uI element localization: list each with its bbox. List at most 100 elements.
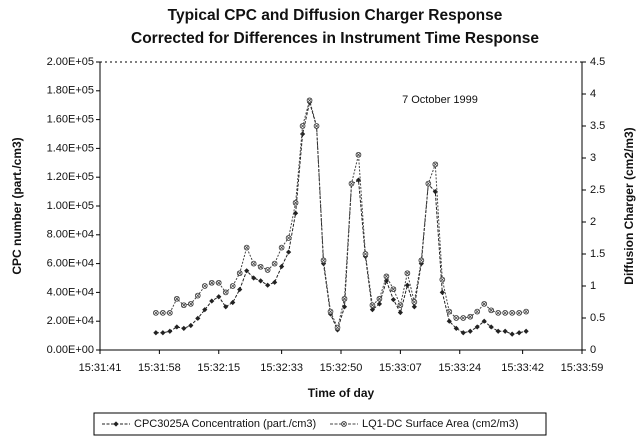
point-cross (181, 302, 187, 308)
point-cross (335, 325, 340, 330)
point (306, 97, 313, 104)
x-tick-label: 15:31:58 (138, 362, 181, 374)
point-cross (384, 274, 389, 279)
point (460, 315, 467, 321)
point (334, 324, 341, 331)
point (418, 261, 424, 267)
legend-symbol (341, 421, 347, 427)
point-cross (342, 296, 347, 302)
point-cross (377, 296, 382, 302)
point (495, 328, 501, 334)
point-cross (321, 258, 326, 263)
point-cross (167, 310, 173, 316)
y2-tick-label: 1.5 (590, 248, 605, 260)
point-cross (230, 283, 236, 289)
x-tick-label: 15:32:50 (320, 362, 363, 374)
point (230, 299, 236, 306)
point (272, 279, 278, 285)
point (390, 286, 397, 293)
point (502, 310, 509, 316)
y-tick-label: 6.00E+04 (47, 258, 94, 270)
point (292, 210, 299, 216)
point-cross (516, 310, 522, 316)
point-cross (153, 310, 159, 316)
point-cross (523, 309, 529, 314)
point (432, 189, 438, 195)
point-cross (251, 261, 256, 266)
point (250, 260, 257, 267)
point-cross (502, 310, 508, 316)
point-cross (433, 162, 438, 167)
y-tick-label: 1.60E+05 (47, 114, 94, 126)
point-cross (440, 277, 445, 282)
point (474, 308, 481, 315)
point-cross (488, 308, 494, 313)
point (516, 330, 522, 336)
point-cross (398, 302, 403, 308)
point (174, 324, 180, 330)
y2-tick-label: 1 (590, 280, 596, 292)
x-tick-label: 15:33:59 (561, 362, 604, 374)
point-cross (474, 309, 480, 314)
point (257, 263, 264, 270)
point (376, 301, 383, 307)
point-cross (349, 181, 354, 186)
point (160, 310, 166, 316)
point (251, 275, 257, 281)
y2-tick-label: 3.5 (590, 120, 605, 132)
y-tick-label: 2.00E+04 (47, 315, 94, 327)
point-cross (188, 301, 194, 307)
point (495, 310, 502, 316)
point-cross (391, 286, 396, 292)
point (243, 244, 250, 251)
y-tick-label: 0.00E+00 (47, 344, 94, 356)
point (467, 328, 473, 334)
point-cross (405, 270, 410, 276)
point-cross (370, 302, 375, 308)
point (167, 328, 173, 334)
point-cross (258, 264, 263, 270)
point-cross (160, 310, 166, 316)
y-tick-label: 2.00E+05 (47, 56, 94, 68)
point (188, 322, 194, 329)
y-tick-label: 8.00E+04 (47, 229, 94, 241)
y-tick-label: 1.20E+05 (47, 171, 94, 183)
legend-label: LQ1-DC Surface Area (cm2/m3) (362, 418, 519, 430)
y2-tick-label: 2 (590, 216, 596, 228)
legend-label: CPC3025A Concentration (part./cm3) (134, 418, 316, 430)
x-tick-label: 15:33:07 (379, 362, 422, 374)
point (397, 309, 403, 316)
x-tick-label: 15:33:24 (438, 362, 481, 374)
point (355, 151, 362, 158)
point-cross (460, 315, 466, 321)
y2-tick-label: 3 (590, 152, 596, 164)
point-cross (495, 310, 501, 316)
point (425, 180, 432, 187)
series-line (155, 98, 527, 330)
point (194, 292, 201, 299)
point (244, 268, 250, 274)
point (369, 307, 376, 313)
y2-axis-title: Diffusion Charger (cm2/m3) (622, 127, 636, 284)
point-cross (174, 296, 180, 302)
point (153, 330, 159, 336)
x-axis-title: Time of day (308, 386, 375, 400)
point (523, 328, 529, 334)
point (390, 297, 396, 303)
y-axis-title: CPC number (part./cm3) (10, 137, 24, 274)
legend-box (93, 412, 547, 436)
x-tick-label: 15:32:33 (260, 362, 303, 374)
point (201, 283, 208, 289)
point-cross (300, 123, 305, 129)
point (320, 257, 327, 264)
point (202, 307, 208, 313)
point-cross (265, 267, 270, 273)
y2-tick-label: 4.5 (590, 56, 605, 68)
point (181, 325, 187, 331)
point-cross (453, 315, 459, 321)
point (223, 304, 229, 310)
point (313, 123, 320, 129)
point-cross (307, 98, 312, 103)
point-cross (195, 293, 201, 298)
